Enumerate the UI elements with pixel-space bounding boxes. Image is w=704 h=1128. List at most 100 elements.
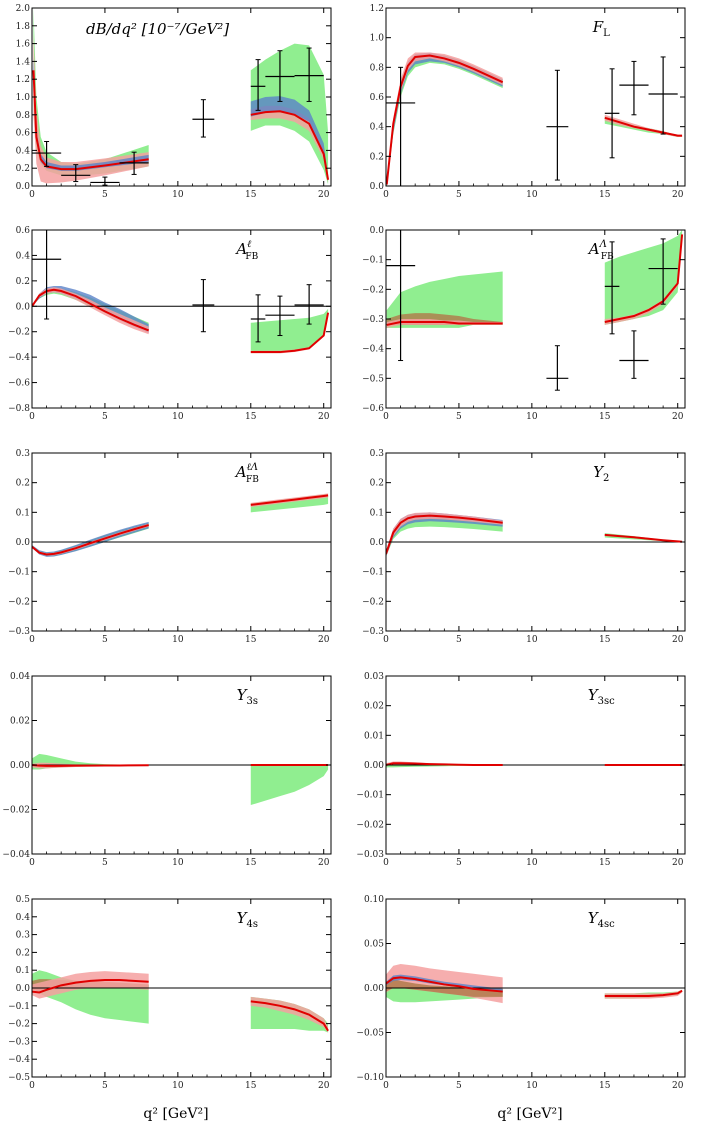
y-tick-label: 0.0 <box>16 182 31 192</box>
y-tick-label: 0.0 <box>16 538 31 548</box>
y-tick-label: 0.4 <box>16 913 31 923</box>
x-tick-label: 0 <box>29 412 35 422</box>
x-tick-label: 15 <box>599 190 611 200</box>
blue-band-2-0 <box>33 56 149 171</box>
y-tick-label: 0.2 <box>16 164 30 174</box>
y-tick-label: 0.2 <box>16 277 30 287</box>
x-tick-label: 15 <box>599 1081 611 1091</box>
panel-Y2: 0 5 10 15 20 −0.3 −0.2 −0.1 0.0 0.1 0.2 0.3 Y2 <box>362 449 686 645</box>
y-tick-label: 1.6 <box>16 40 31 50</box>
y-tick-label: 0.0 <box>16 302 31 312</box>
y-tick-label: −0.4 <box>362 345 384 355</box>
panel-AFBL: 0 5 10 15 20 −0.6 −0.5 −0.4 −0.3 −0.2 −0.1 0.0 AΛ FB <box>362 226 686 422</box>
y-tick-label: 0.3 <box>370 449 385 459</box>
data-point-7 <box>294 47 324 102</box>
y-tick-label: 0.01 <box>364 731 384 741</box>
y-tick-label: −0.1 <box>8 568 30 578</box>
x-tick-label: 0 <box>383 412 389 422</box>
data-point-2 <box>604 241 620 335</box>
panel-dBdq2: 0 5 10 15 20 0.0 0.2 0.4 0.6 0.8 1.0 1.2 1.4 1.6 1.8 2.… <box>16 4 332 200</box>
data-point-4 <box>294 284 324 325</box>
y-tick-label: 0.6 <box>16 226 31 236</box>
y-tick-label: −0.10 <box>356 1073 384 1083</box>
data-point-4 <box>192 99 215 138</box>
x-tick-label: 15 <box>245 635 257 645</box>
red-band-2-0 <box>386 512 503 557</box>
panel-AFBl: 0 5 10 15 20 −0.8 −0.6 −0.4 −0.2 0.0 0.2 0.4 0.6 Aℓ FB <box>8 226 332 422</box>
x-tick-label: 10 <box>172 858 184 868</box>
x-tick-label: 5 <box>456 412 462 422</box>
panel-Y3s: 0 5 10 15 20 −0.04 −0.02 0.00 0.02 0.04 Y3s <box>2 672 332 868</box>
plot-area <box>32 970 331 1033</box>
panel-title: Y2 <box>593 463 609 484</box>
y-tick-label: 0.6 <box>16 129 31 139</box>
blue-band-1-0 <box>32 521 149 557</box>
panel-title: FL <box>592 18 610 39</box>
plot-area <box>386 52 683 186</box>
red-band-2-0 <box>386 52 503 186</box>
y-tick-label: −0.01 <box>356 791 384 801</box>
panel-title: Y4s <box>237 909 258 930</box>
y-tick-label: −0.2 <box>8 328 30 338</box>
y-tick-label: −0.8 <box>8 404 30 414</box>
red-curve-0-1 <box>250 1000 329 1032</box>
plot-area <box>386 230 684 391</box>
y-tick-label: −0.3 <box>8 627 30 637</box>
panel-title: Aℓ FB <box>234 239 258 262</box>
y-tick-label: −0.1 <box>362 256 384 266</box>
red-curve-0-0 <box>32 978 149 994</box>
panel-frame <box>385 7 686 187</box>
panel-FL: 0 5 10 15 20 0.0 0.2 0.4 0.6 0.8 1.0 1.2 FL <box>370 4 686 200</box>
red-band-2-0 <box>32 971 149 999</box>
green-band-0-1 <box>250 765 329 806</box>
data-point-0 <box>386 66 416 186</box>
x-tick-label: 10 <box>172 1081 184 1091</box>
x-tick-label: 15 <box>245 412 257 422</box>
y-tick-label: 0.2 <box>370 152 384 162</box>
y-tick-label: −0.03 <box>356 850 384 860</box>
panel-title: Y3sc <box>588 686 615 707</box>
data-point-1 <box>546 345 569 391</box>
y-tick-label: 1.2 <box>370 4 384 14</box>
x-tick-label: 15 <box>245 1081 257 1091</box>
x-tick-label: 10 <box>526 635 538 645</box>
y-tick-label: 0.1 <box>16 508 30 518</box>
x-tick-label: 20 <box>672 635 684 645</box>
panel-AFBlL: 0 5 10 15 20 −0.3 −0.2 −0.1 0.0 0.1 0.2 0.3 AℓΛ FB <box>8 449 332 645</box>
y-tick-label: 0.4 <box>16 146 31 156</box>
y-tick-label: 1.4 <box>16 57 31 67</box>
red-curve-0-0 <box>32 524 149 556</box>
red-curve-0-1 <box>250 110 330 180</box>
x-tick-label: 5 <box>456 635 462 645</box>
y-tick-label: 0.3 <box>16 449 31 459</box>
panel-title: AℓΛ FB <box>234 462 259 485</box>
plot-area <box>386 512 685 557</box>
y-tick-label: 0.0 <box>16 984 31 994</box>
y-tick-label: 0.0 <box>370 538 385 548</box>
y-tick-label: 0.8 <box>370 63 385 73</box>
x-tick-label: 10 <box>172 412 184 422</box>
x-tick-label: 0 <box>29 858 35 868</box>
panel-frame <box>31 229 332 409</box>
x-tick-label: 5 <box>456 1081 462 1091</box>
y-tick-label: −0.3 <box>362 627 384 637</box>
x-tick-label: 20 <box>672 190 684 200</box>
x-tick-label: 10 <box>526 1081 538 1091</box>
x-tick-label: 15 <box>599 635 611 645</box>
x-tick-label: 5 <box>456 190 462 200</box>
x-tick-label: 20 <box>318 858 330 868</box>
y-tick-label: 1.0 <box>370 34 385 44</box>
x-tick-label: 0 <box>29 635 35 645</box>
x-tick-label: 15 <box>245 190 257 200</box>
plot-area <box>32 753 331 806</box>
y-tick-label: 0.6 <box>370 93 385 103</box>
y-tick-label: 0.0 <box>370 182 385 192</box>
red-curve-0-1 <box>604 116 683 137</box>
x-tick-label: 15 <box>599 858 611 868</box>
red-curve-0-1 <box>250 312 330 354</box>
red-curve-0-1 <box>604 533 683 543</box>
x-tick-label: 0 <box>383 858 389 868</box>
red-curve-0-0 <box>386 514 503 555</box>
panel-title: Y3s <box>237 686 258 707</box>
